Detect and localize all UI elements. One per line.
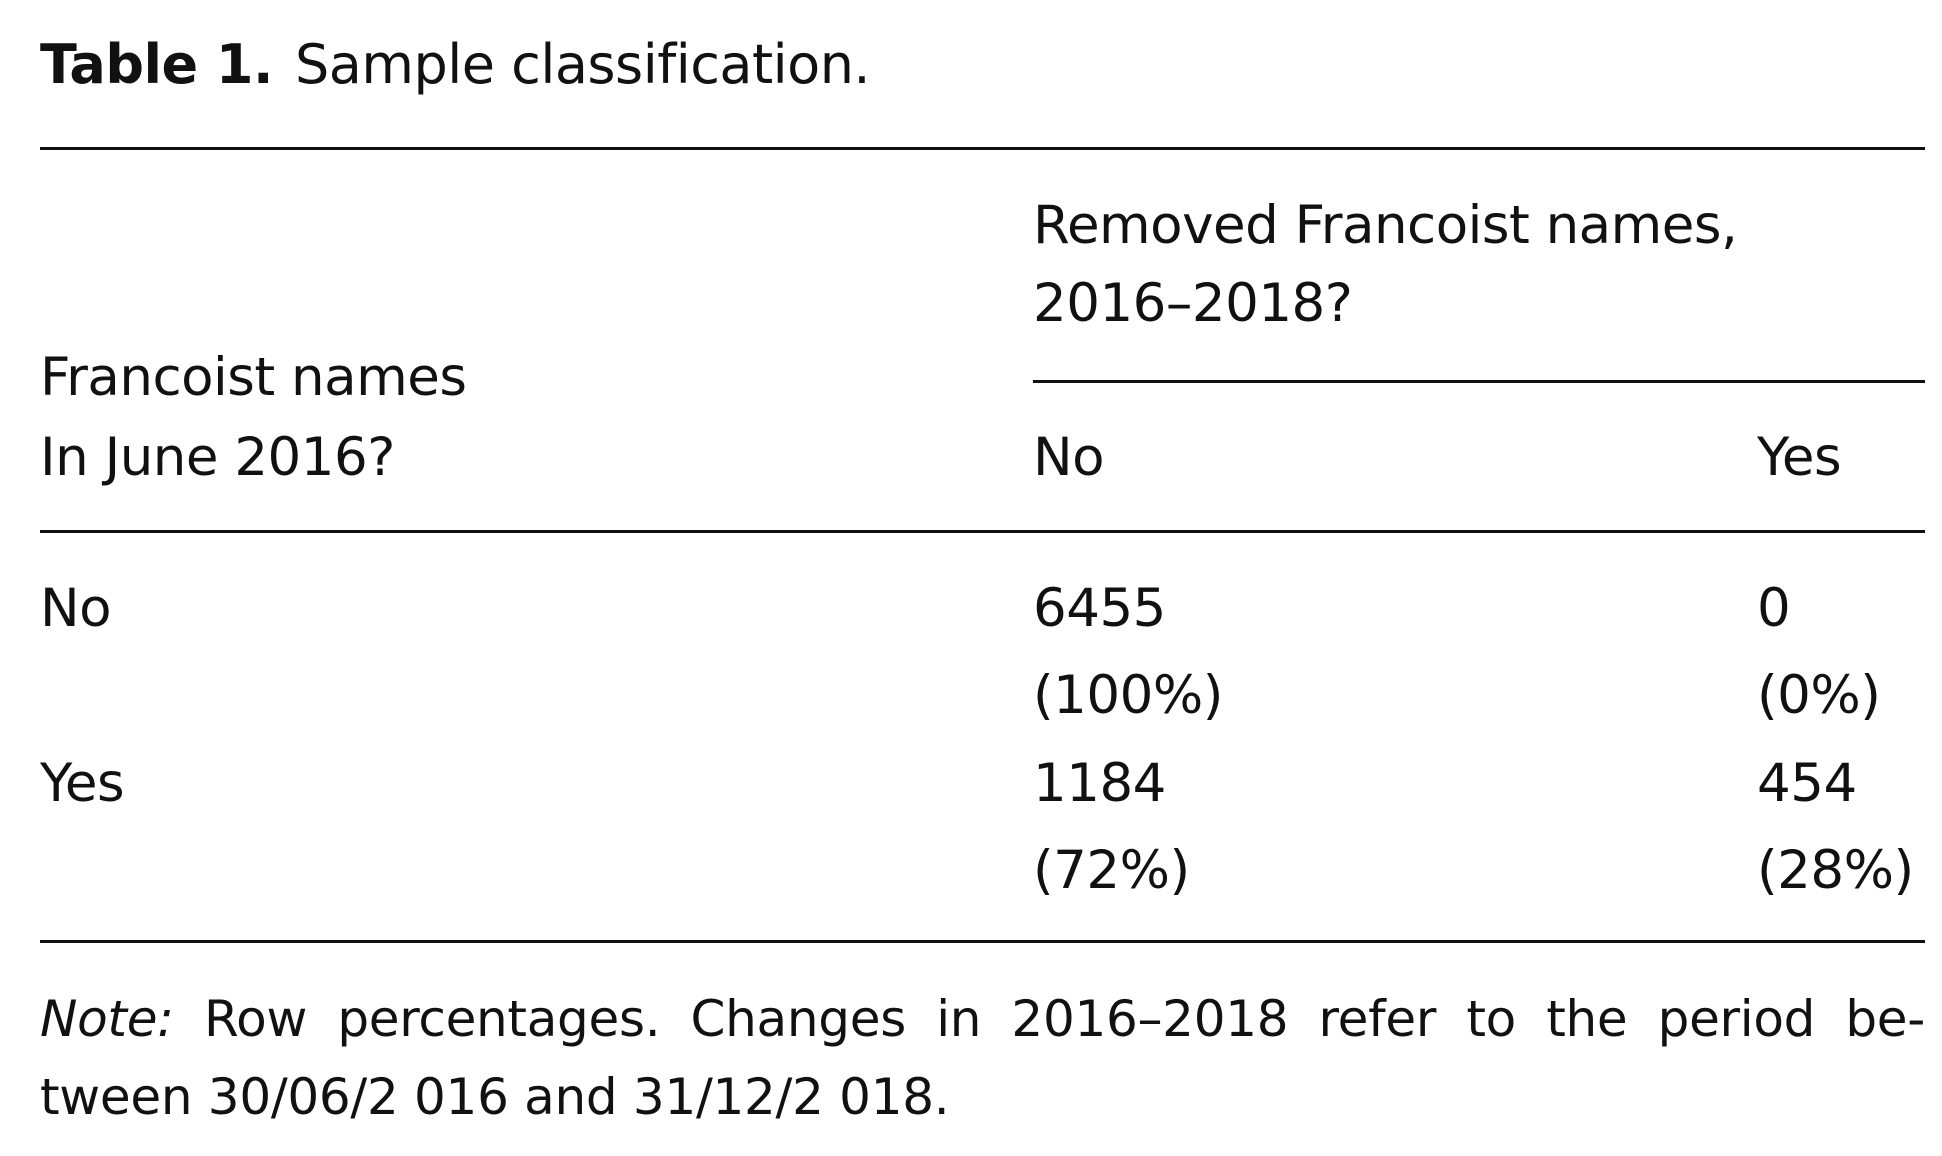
table-title: Sample classification. [295, 33, 871, 96]
column-group-header-line-2: 2016–2018? [1033, 273, 1353, 334]
table-caption: Table 1. Sample classification. [40, 38, 871, 92]
row-header-line-1: Francoist names [40, 347, 467, 408]
column-group-rule [1033, 380, 1925, 383]
cell-no-no-percent: (100%) [1033, 665, 1223, 726]
cell-no-no-count: 6455 [1033, 578, 1166, 639]
column-header-no: No [1033, 427, 1105, 488]
cell-yes-yes-count: 454 [1757, 753, 1857, 814]
note-text: Row percentages. Changes in 2016–2018 re… [40, 990, 1926, 1126]
table-number: Table 1. [40, 33, 274, 96]
cell-no-yes-percent: (0%) [1757, 665, 1881, 726]
column-header-yes: Yes [1757, 427, 1842, 488]
top-rule [40, 147, 1925, 150]
cell-yes-yes-percent: (28%) [1757, 840, 1914, 901]
note-label: Note: [40, 990, 174, 1048]
row-header-line-2: In June 2016? [40, 427, 395, 488]
row-label-yes: Yes [40, 753, 125, 814]
header-rule [40, 530, 1925, 533]
cell-no-yes-count: 0 [1757, 578, 1791, 639]
cell-yes-no-count: 1184 [1033, 753, 1166, 814]
table-note: Note: Row percentages. Changes in 2016–2… [40, 980, 1925, 1136]
row-label-no: No [40, 578, 112, 639]
column-group-header-line-1: Removed Francoist names, [1033, 195, 1738, 256]
cell-yes-no-percent: (72%) [1033, 840, 1190, 901]
bottom-rule [40, 940, 1925, 943]
